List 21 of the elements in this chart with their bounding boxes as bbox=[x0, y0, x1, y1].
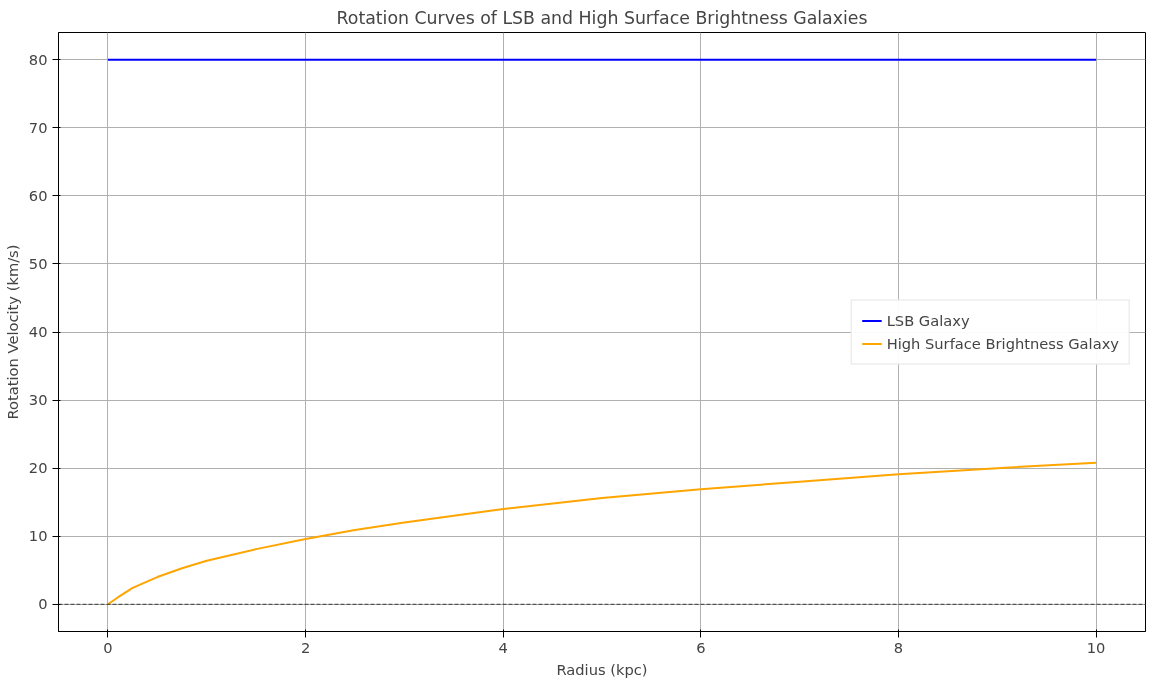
x-axis-title: Radius (kpc) bbox=[556, 660, 648, 678]
legend-label: High Surface Brightness Galaxy bbox=[886, 334, 1119, 352]
x-tick-label: 8 bbox=[893, 638, 904, 656]
x-tick-label: 2 bbox=[300, 638, 311, 656]
x-tick-label: 10 bbox=[1086, 638, 1106, 656]
x-tick-label: 0 bbox=[103, 638, 113, 656]
line-series bbox=[106, 461, 1098, 606]
y-tick-label: 70 bbox=[28, 118, 48, 136]
x-tick-label: 6 bbox=[696, 638, 706, 656]
y-tick-label: 40 bbox=[28, 323, 48, 340]
legend-label: LSB Galaxy bbox=[886, 311, 970, 329]
y-tick-label: 60 bbox=[28, 186, 48, 204]
chart-title: Rotation Curves of LSB and High Surface Brightness Galaxies bbox=[336, 7, 868, 28]
y-tick-label: 20 bbox=[28, 459, 48, 477]
x-tick-label: 4 bbox=[498, 638, 508, 656]
y-axis-title: Rotation Velocity (km/s) bbox=[3, 244, 21, 420]
y-tick-label: 0 bbox=[38, 595, 48, 613]
y-tick-label: 50 bbox=[28, 254, 48, 272]
y-tick-label: 80 bbox=[28, 50, 48, 68]
y-tick-label: 30 bbox=[28, 391, 48, 409]
y-tick-label: 10 bbox=[28, 527, 48, 545]
